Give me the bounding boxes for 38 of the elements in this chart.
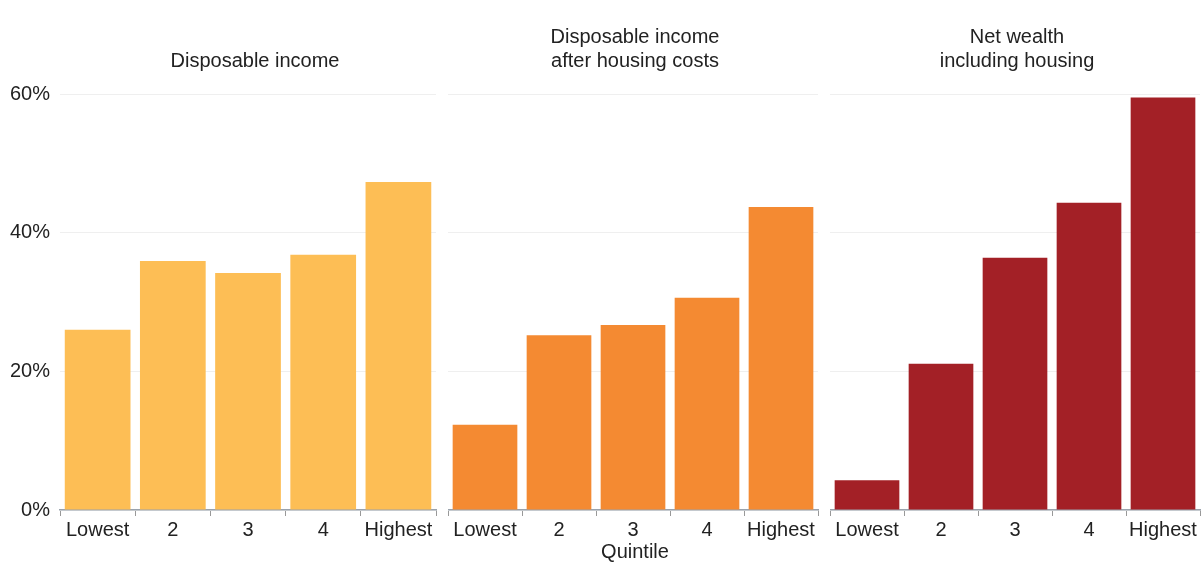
x-tick-label: 3 <box>627 517 639 540</box>
bar <box>908 363 974 510</box>
x-tick-label: 3 <box>242 517 254 540</box>
x-tick-label: 2 <box>553 517 565 540</box>
chart-title: Disposable income <box>170 48 340 72</box>
bar <box>290 254 357 510</box>
x-tick-label: Lowest <box>65 517 130 540</box>
y-tick-label: 20% <box>10 358 51 381</box>
bar <box>215 272 281 510</box>
y-tick-label: 0% <box>21 497 51 520</box>
bar <box>452 424 518 510</box>
x-tick-label: 4 <box>317 517 329 540</box>
x-tick-label: Highest <box>364 517 433 540</box>
x-tick-label: Lowest <box>453 517 518 540</box>
chart-title: Disposable income after housing costs <box>550 24 720 72</box>
x-tick-label: Highest <box>1129 517 1198 540</box>
x-tick-label: 2 <box>935 517 947 540</box>
x-tick-label: 4 <box>701 517 713 540</box>
bar <box>982 257 1048 510</box>
bar <box>1130 97 1196 510</box>
y-tick-label: 60% <box>10 81 51 104</box>
bar <box>674 297 740 510</box>
bar <box>748 207 814 510</box>
x-tick-label: 2 <box>167 517 179 540</box>
x-tick-label: Lowest <box>835 517 900 540</box>
bar <box>526 335 592 510</box>
bar <box>1056 202 1122 510</box>
bar <box>834 480 900 510</box>
bar <box>64 329 131 510</box>
x-tick-label: Highest <box>747 517 816 540</box>
y-tick-label: 40% <box>10 220 51 243</box>
bar <box>365 182 432 510</box>
x-axis-title: Quintile <box>600 540 670 563</box>
chart-title: Net wealth including housing <box>938 24 1096 72</box>
bar <box>139 261 206 510</box>
bar <box>600 324 666 510</box>
x-tick-label: 4 <box>1083 517 1095 540</box>
x-tick-label: 3 <box>1009 517 1021 540</box>
